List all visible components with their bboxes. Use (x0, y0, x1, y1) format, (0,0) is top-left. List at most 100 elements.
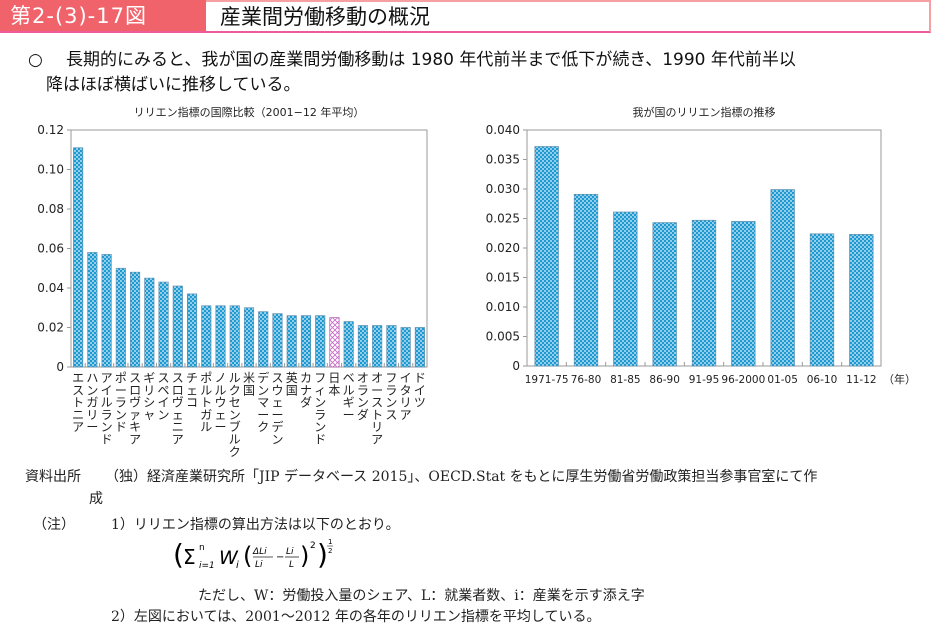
chart-title: 我が国のリリエン指標の推移 (633, 105, 776, 119)
figure-title-box: 産業間労働移動の概況 (206, 0, 931, 33)
bar (386, 325, 397, 368)
formula-minus: − (276, 552, 284, 563)
bar (414, 327, 425, 368)
x-tick-label: 米国 (243, 371, 255, 397)
x-tick-label: アイルランド (101, 371, 113, 447)
chart-japan-trend: 我が国のリリエン指標の推移 0 0.005 0.010 0.015 0.020 0.025 0… (486, 105, 916, 386)
x-tick-label: オランダ (357, 371, 369, 422)
y-tick-label: 0.10 (37, 163, 64, 177)
bar (115, 267, 126, 368)
x-tick-label: ハンガリー (86, 371, 98, 434)
source-label: 資料出所 (25, 469, 81, 485)
formula-paren-inner-close: ) (300, 542, 309, 570)
y-tick-label: 0.02 (37, 321, 64, 335)
x-tick-label: ベルギー (343, 371, 355, 422)
summary-text: ○ 長期的にみると、我が国の産業間労働移動は 1980 年代前半まで低下が続き、1… (28, 48, 918, 98)
y-tick-label: 0.12 (37, 123, 64, 137)
x-tick-label: イタリア (400, 371, 412, 422)
x-tick-label: ドイツ (414, 371, 426, 410)
bar (315, 315, 326, 368)
x-tick-label: スロヴェニア (172, 371, 184, 447)
y-tick-label: 0 (56, 360, 64, 374)
x-tick-label: 96-2000 (721, 374, 765, 386)
figure-header: 第2-(3)-17図 産業間労働移動の概況 (0, 0, 931, 33)
bar (172, 285, 183, 368)
note-label: （注） (33, 517, 75, 533)
formula-paren-inner-open: ( (243, 542, 252, 570)
x-tick-label: ノルウェー (215, 371, 227, 434)
bar (300, 315, 312, 368)
y-tick-label: 0.08 (37, 202, 64, 216)
x-tick-label: デンマーク (257, 370, 269, 434)
summary-line-1: ○ 長期的にみると、我が国の産業間労働移動は 1980 年代前半まで低下が続き、1… (28, 48, 918, 73)
bar (652, 222, 677, 367)
formula-sup-n: n (199, 543, 205, 553)
bar (272, 313, 283, 368)
x-tick-label: 日本 (328, 371, 340, 397)
bar (215, 305, 226, 368)
bar (186, 293, 198, 368)
bar (770, 189, 795, 367)
y-tick-label: 0.010 (486, 300, 520, 314)
formula-den1: Li (255, 560, 263, 570)
figure-title: 産業間労働移動の概況 (220, 5, 430, 29)
lilien-formula: ( Σ n i=1 W i ( ΔLi Li − Li L ) 2 ) 1 2 (173, 536, 393, 576)
bar (849, 234, 874, 367)
bar (731, 221, 756, 367)
x-tick-label: オーストリア (371, 371, 383, 447)
x-tick-label: 76-80 (571, 374, 602, 386)
summary-line-1-text: 長期的にみると、我が国の産業間労働移動は 1980 年代前半まで低下が続き、19… (66, 50, 796, 70)
y-tick-label: 0.030 (486, 182, 520, 196)
formula-sub-i1: i=1 (199, 561, 215, 571)
bar (357, 325, 368, 368)
note-1: 1）リリエン指標の算出方法は以下のとおり。 (111, 517, 400, 533)
y-tick-label: 0.020 (486, 241, 520, 255)
chart-title: リリエン指標の国際比較（2001−12 年平均） (134, 105, 365, 119)
x-tick-label: 06-10 (807, 374, 838, 386)
x-tick-label: ルクセンブルク (229, 371, 241, 459)
formula-num2: Li (286, 547, 294, 557)
x-tick-label: 11-12 (846, 374, 877, 386)
bar (158, 281, 169, 368)
note-1-detail: ただし、W：労働投入量のシェア、L：就業者数、i：産業を示す添え字 (198, 588, 645, 604)
y-tick-label: 0.06 (37, 242, 64, 256)
formula-square: 2 (310, 541, 316, 551)
x-tick-label: エストニア (72, 371, 84, 434)
chart-international-comparison: リリエン指標の国際比較（2001−12 年平均） 0 0.02 0.04 0.06 0.0… (37, 105, 428, 459)
bar (201, 305, 212, 368)
bar (87, 252, 98, 368)
bar (243, 307, 255, 368)
summary-line-2: 降はほぼ横ばいに推移している。 (46, 75, 301, 95)
bar (73, 147, 84, 368)
x-tick-label: 英国 (286, 371, 298, 397)
bar (258, 311, 269, 368)
source-text: （独）経済産業研究所「JIP データベース 2015」、OECD.Stat をも… (105, 469, 818, 485)
bar (229, 305, 240, 368)
bar (130, 271, 141, 368)
y-tick-label: 0 (512, 359, 520, 373)
formula-num1: ΔLi (252, 547, 267, 557)
formula-graphic: ( Σ n i=1 W i ( ΔLi Li − Li L ) 2 ) 1 2 (173, 538, 333, 571)
y-tick-label: 0.005 (486, 330, 520, 344)
x-tick-label: フィンランド (314, 371, 326, 447)
bar (286, 315, 297, 368)
x-tick-label: 91-95 (689, 374, 720, 386)
bar (809, 233, 835, 367)
x-tick-label: フランス (385, 371, 397, 422)
x-tick-label: カナダ (300, 371, 312, 410)
formula-den2: L (289, 560, 294, 570)
bar (144, 277, 155, 368)
formula-sigma: Σ (183, 545, 196, 569)
bar (400, 327, 411, 368)
x-axis-unit: （年） (883, 372, 916, 386)
y-tick-label: 0.015 (486, 271, 520, 285)
x-tick-label: チェコ (186, 371, 198, 410)
figure-number: 第2-(3)-17図 (0, 0, 206, 33)
x-tick-label: 81-85 (610, 374, 641, 386)
bar (372, 325, 383, 368)
formula-half-num: 1 (328, 538, 332, 546)
y-tick-label: 0.035 (486, 153, 520, 167)
x-tick-label: 86-90 (649, 374, 680, 386)
x-tick-label: スウェーデン (271, 371, 283, 447)
bar (343, 321, 354, 368)
